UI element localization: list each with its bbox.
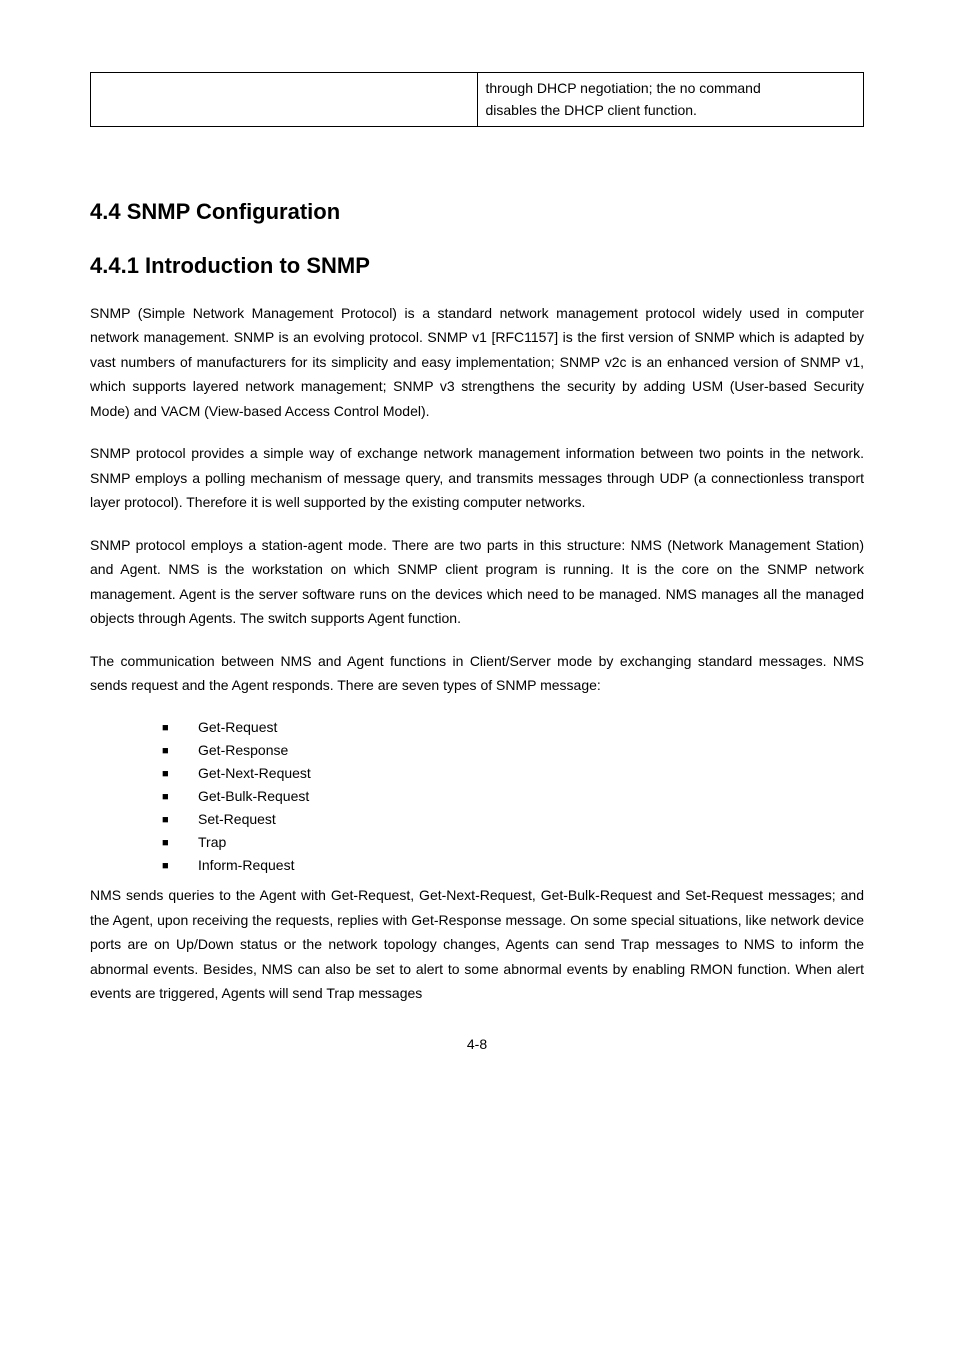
- paragraph-3: SNMP protocol employs a station-agent mo…: [90, 533, 864, 631]
- list-item: Trap: [162, 831, 864, 854]
- list-item: Inform-Request: [162, 854, 864, 877]
- table-line1: through DHCP negotiation; the no command: [486, 80, 761, 96]
- snmp-message-list: Get-Request Get-Response Get-Next-Reques…: [162, 716, 864, 878]
- table-left-cell: [91, 73, 478, 127]
- list-item: Set-Request: [162, 808, 864, 831]
- page-container: through DHCP negotiation; the no command…: [0, 0, 954, 1092]
- subsection-heading: 4.4.1 Introduction to SNMP: [90, 253, 864, 279]
- paragraph-4: The communication between NMS and Agent …: [90, 649, 864, 698]
- section-heading: 4.4 SNMP Configuration: [90, 199, 864, 225]
- list-item: Get-Response: [162, 739, 864, 762]
- paragraph-2: SNMP protocol provides a simple way of e…: [90, 441, 864, 515]
- paragraph-5: NMS sends queries to the Agent with Get-…: [90, 883, 864, 1006]
- list-item: Get-Next-Request: [162, 762, 864, 785]
- page-number: 4-8: [90, 1036, 864, 1052]
- list-item: Get-Request: [162, 716, 864, 739]
- list-item: Get-Bulk-Request: [162, 785, 864, 808]
- paragraph-1: SNMP (Simple Network Management Protocol…: [90, 301, 864, 424]
- table-line2: disables the DHCP client function.: [486, 102, 697, 118]
- table-right-cell: through DHCP negotiation; the no command…: [477, 73, 864, 127]
- dhcp-table: through DHCP negotiation; the no command…: [90, 72, 864, 127]
